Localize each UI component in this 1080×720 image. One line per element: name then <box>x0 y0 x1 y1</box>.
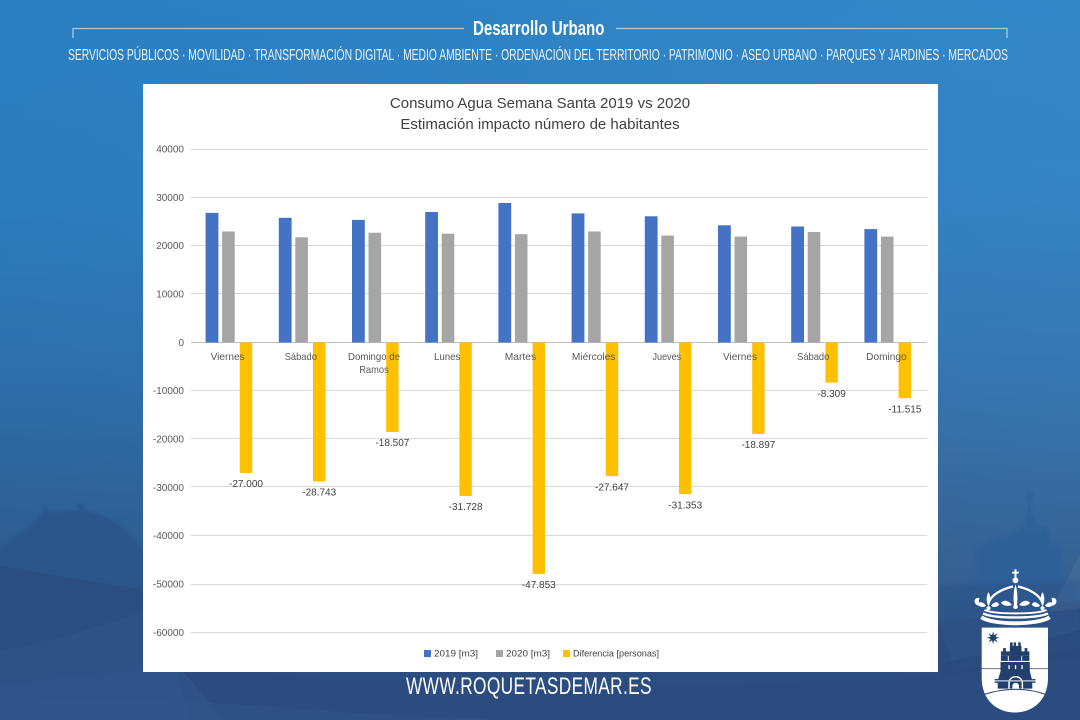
svg-text:-40000: -40000 <box>153 531 185 542</box>
svg-text:2019 [m3]: 2019 [m3] <box>434 649 478 660</box>
svg-text:-10000: -10000 <box>153 386 185 397</box>
svg-text:Sábado: Sábado <box>285 351 317 363</box>
svg-text:Ramos: Ramos <box>359 364 389 376</box>
svg-text:0: 0 <box>178 338 184 349</box>
svg-text:Domingo: Domingo <box>866 351 907 363</box>
svg-text:-18.897: -18.897 <box>741 440 775 451</box>
svg-text:20000: 20000 <box>156 241 184 252</box>
svg-text:10000: 10000 <box>156 290 184 301</box>
svg-text:-47.853: -47.853 <box>522 580 556 591</box>
svg-text:Jueves: Jueves <box>652 351 681 363</box>
svg-text:Miércoles: Miércoles <box>572 351 616 363</box>
svg-text:-60000: -60000 <box>153 628 185 639</box>
svg-text:-50000: -50000 <box>153 580 185 591</box>
svg-text:Domingo de: Domingo de <box>348 351 400 363</box>
svg-text:-28.743: -28.743 <box>302 488 336 499</box>
svg-text:-31.353: -31.353 <box>668 500 702 511</box>
svg-text:-31.728: -31.728 <box>449 502 483 513</box>
svg-text:Estimación impacto número de h: Estimación impacto número de habitantes <box>400 116 679 133</box>
svg-text:-27.647: -27.647 <box>595 482 629 493</box>
svg-text:Diferencia [personas]: Diferencia [personas] <box>573 649 659 660</box>
svg-text:2020 [m3]: 2020 [m3] <box>506 649 550 660</box>
svg-text:Consumo Agua Semana Santa 2019: Consumo Agua Semana Santa 2019 vs 2020 <box>390 95 690 112</box>
svg-text:Viernes: Viernes <box>211 351 245 363</box>
svg-text:40000: 40000 <box>156 145 184 156</box>
svg-text:-27.000: -27.000 <box>229 479 263 490</box>
svg-text:Martes: Martes <box>505 351 536 363</box>
svg-text:Lunes: Lunes <box>434 351 460 363</box>
svg-text:-30000: -30000 <box>153 483 185 494</box>
svg-text:30000: 30000 <box>156 193 184 204</box>
svg-text:Sábado: Sábado <box>797 351 829 363</box>
svg-text:-18.507: -18.507 <box>375 438 409 449</box>
svg-text:-20000: -20000 <box>153 435 185 446</box>
svg-text:-8.309: -8.309 <box>817 389 846 400</box>
svg-text:Viernes: Viernes <box>723 351 757 363</box>
svg-text:-11.515: -11.515 <box>888 404 922 415</box>
